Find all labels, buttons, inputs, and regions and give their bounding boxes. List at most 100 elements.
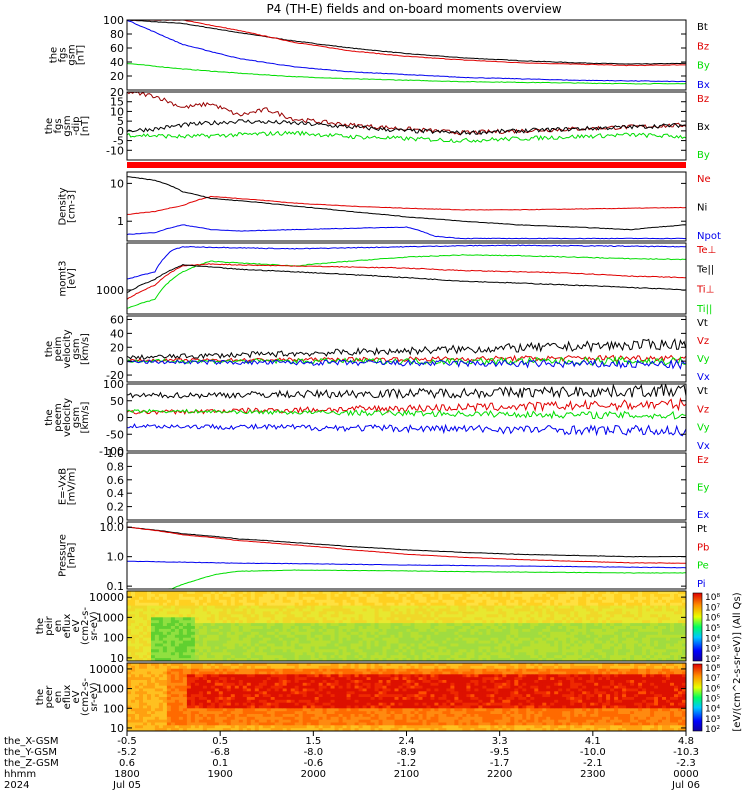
- spectrogram-cell: [450, 620, 455, 624]
- spectrogram-cell: [246, 705, 252, 709]
- spectrogram-cell: [194, 626, 200, 630]
- spectrogram-cell: [139, 602, 144, 607]
- spectrogram-cell: [198, 596, 204, 601]
- spectrogram-cell: [198, 674, 204, 678]
- spectrogram-cell: [322, 602, 328, 607]
- spectrogram-cell: [314, 716, 320, 721]
- spectrogram-cell: [286, 611, 292, 615]
- spectrogram-cell: [242, 649, 248, 653]
- spectrogram-cell: [306, 646, 312, 650]
- spectrogram-cell: [234, 620, 240, 624]
- spectrogram-cell: [462, 623, 467, 627]
- spectrogram-cell: [131, 708, 136, 712]
- spectrogram-cell: [282, 728, 288, 732]
- spectrogram-cell: [162, 599, 168, 604]
- spectrogram-cell: [334, 626, 340, 630]
- spectrogram-cell: [422, 611, 427, 615]
- spectrogram-cell: [350, 668, 356, 672]
- spectrogram-cell: [190, 614, 196, 618]
- spectrogram-cell: [506, 658, 511, 662]
- spectrogram-cell: [334, 623, 340, 627]
- y-tick-label: 0: [117, 125, 124, 138]
- spectrogram-cell: [158, 614, 164, 618]
- spectrogram-cell: [570, 646, 575, 650]
- spectrogram-cell: [314, 719, 320, 723]
- spectrogram-cell: [610, 596, 615, 601]
- spectrogram-cell: [638, 643, 643, 647]
- spectrogram-cell: [166, 652, 172, 656]
- spectrogram-cell: [542, 623, 547, 627]
- spectrogram-cell: [462, 634, 467, 639]
- spectrogram-cell: [330, 699, 336, 704]
- spectrogram-cell: [326, 719, 332, 723]
- spectrogram-cell: [670, 637, 675, 642]
- spectrogram-cell: [666, 617, 671, 621]
- plot-title: P4 (TH-E) fields and on-board moments ov…: [266, 2, 561, 16]
- spectrogram-cell: [270, 697, 276, 701]
- spectrogram-cell: [634, 605, 639, 609]
- spectrogram-cell: [166, 611, 172, 615]
- spectrogram-cell: [154, 682, 160, 687]
- spectrogram-cell: [143, 620, 148, 624]
- spectrogram-cell: [127, 611, 132, 615]
- spectrogram-cell: [330, 711, 336, 715]
- spectrogram-cell: [198, 605, 204, 609]
- spectrogram-cell: [458, 646, 463, 650]
- spectrogram-cell: [462, 602, 467, 607]
- spectrogram-cell: [462, 611, 467, 615]
- spectrogram-cell: [226, 719, 232, 723]
- spectrogram-cell: [550, 608, 555, 612]
- spectrogram-cell: [350, 682, 356, 687]
- spectrogram-cell: [242, 591, 248, 595]
- spectrogram-cell: [466, 634, 471, 639]
- spectrogram-cell: [194, 725, 200, 729]
- spectrogram-cell: [127, 694, 132, 698]
- spectrogram-cell: [302, 728, 308, 732]
- spectrogram-cell: [462, 617, 467, 621]
- spectrogram-cell: [131, 714, 136, 718]
- spectrogram-cell: [346, 617, 352, 621]
- spectrogram-cell: [378, 602, 384, 607]
- spectrogram-cell: [606, 640, 611, 644]
- spectrogram-cell: [542, 643, 547, 647]
- spectrogram-cell: [147, 593, 152, 598]
- spectrogram-cell: [330, 663, 336, 667]
- spectrogram-cell: [246, 591, 252, 595]
- spectrogram-cell: [650, 634, 655, 639]
- spectrogram-cell: [510, 614, 515, 618]
- spectrogram-cell: [218, 688, 224, 692]
- spectrogram-cell: [606, 614, 611, 618]
- spectrogram-cell: [262, 719, 268, 723]
- spectrogram-cell: [642, 617, 647, 621]
- spectrogram-cell: [206, 680, 212, 684]
- legend-Npot: Npot: [697, 231, 721, 242]
- spectrogram-cell: [306, 705, 312, 709]
- spectrogram-cell: [646, 605, 651, 609]
- spectrogram-cell: [426, 646, 431, 650]
- spectrogram-cell: [538, 658, 543, 662]
- spectrogram-cell: [362, 599, 368, 604]
- spectrogram-cell: [282, 631, 288, 636]
- spectrogram-cell: [538, 655, 543, 659]
- spectrogram-cell: [390, 596, 395, 601]
- spectrogram-cell: [406, 602, 411, 607]
- spectrogram-cell: [274, 617, 280, 621]
- legend-Vx: Vx: [697, 372, 710, 383]
- spectrogram-cell: [198, 649, 204, 653]
- spectrogram-cell: [127, 626, 132, 630]
- spectrogram-cell: [658, 658, 663, 662]
- spectrogram-cell: [190, 691, 196, 695]
- spectrogram-cell: [346, 688, 352, 692]
- spectrogram-cell: [230, 728, 236, 732]
- spectrogram-cell: [422, 605, 427, 609]
- spectrogram-cell: [318, 688, 324, 692]
- spectrogram-cell: [127, 596, 132, 601]
- y-tick-label: -10: [106, 144, 124, 157]
- spectrogram-cell: [242, 705, 248, 709]
- spectrogram-cell: [602, 628, 607, 633]
- spectrogram-cell: [666, 591, 671, 595]
- spectrogram-cell: [131, 617, 136, 621]
- spectrogram-cell: [282, 637, 288, 642]
- spectrogram-cell: [382, 652, 387, 656]
